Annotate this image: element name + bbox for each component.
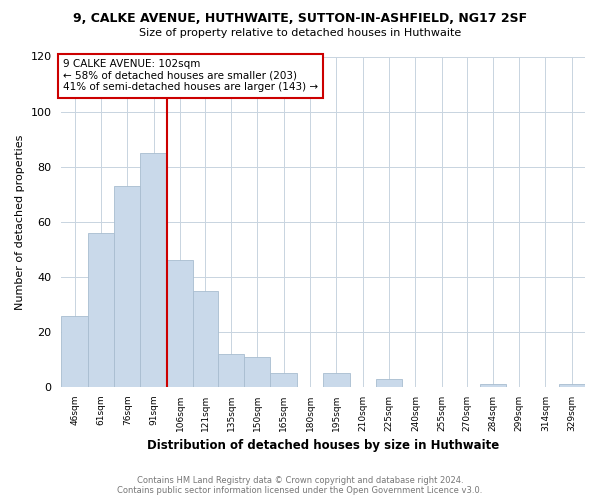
Bar: [323, 374, 350, 387]
Text: Contains HM Land Registry data © Crown copyright and database right 2024.
Contai: Contains HM Land Registry data © Crown c…: [118, 476, 482, 495]
Bar: [376, 379, 402, 387]
Bar: [88, 233, 114, 387]
Text: 9 CALKE AVENUE: 102sqm
← 58% of detached houses are smaller (203)
41% of semi-de: 9 CALKE AVENUE: 102sqm ← 58% of detached…: [63, 60, 318, 92]
Y-axis label: Number of detached properties: Number of detached properties: [15, 134, 25, 310]
Bar: [61, 316, 88, 387]
Text: 9, CALKE AVENUE, HUTHWAITE, SUTTON-IN-ASHFIELD, NG17 2SF: 9, CALKE AVENUE, HUTHWAITE, SUTTON-IN-AS…: [73, 12, 527, 26]
Bar: [140, 153, 167, 387]
Bar: [167, 260, 193, 387]
X-axis label: Distribution of detached houses by size in Huthwaite: Distribution of detached houses by size …: [147, 440, 499, 452]
Bar: [271, 374, 297, 387]
Bar: [244, 357, 271, 387]
Text: Size of property relative to detached houses in Huthwaite: Size of property relative to detached ho…: [139, 28, 461, 38]
Bar: [479, 384, 506, 387]
Bar: [559, 384, 585, 387]
Bar: [218, 354, 244, 387]
Bar: [114, 186, 140, 387]
Bar: [193, 290, 218, 387]
